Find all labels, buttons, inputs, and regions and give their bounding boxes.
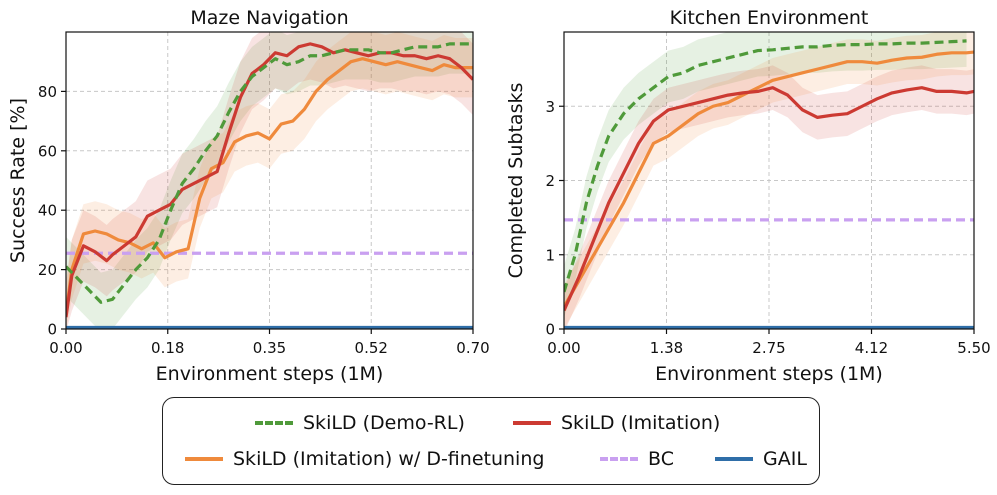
y-tick-label: 0 (47, 321, 57, 339)
chart-title: Kitchen Environment (670, 7, 869, 29)
confidence-band-imitation (66, 32, 473, 329)
series-line-demo_rl (66, 42, 473, 304)
y-tick-label: 40 (38, 202, 57, 220)
legend-item-demo-rl: SkiLD (Demo-RL) (255, 408, 465, 438)
legend-label-demo-rl: SkiLD (Demo-RL) (303, 412, 465, 434)
y-tick-label: 2 (545, 172, 555, 190)
y-axis-label: Completed Subtasks (505, 83, 527, 279)
y-tick-label: 1 (545, 246, 555, 264)
legend-label-imitation-ft: SkiLD (Imitation) w/ D-finetuning (233, 448, 545, 470)
y-tick-label: 60 (38, 142, 57, 160)
legend-swatch-imitation (513, 421, 551, 425)
legend-swatch-demo-rl (255, 421, 293, 425)
legend-label-gail: GAIL (763, 448, 807, 470)
y-axis-label: Success Rate [%] (7, 98, 29, 263)
legend: SkiLD (Demo-RL) SkiLD (Imitation) SkiLD … (162, 397, 820, 485)
x-tick-label: 0.00 (49, 339, 82, 357)
legend-swatch-imitation-ft (185, 457, 223, 461)
plot-area (66, 32, 473, 329)
chart-title: Maze Navigation (190, 7, 348, 29)
legend-item-imitation-ft: SkiLD (Imitation) w/ D-finetuning (185, 444, 544, 474)
y-tick-label: 3 (545, 98, 555, 116)
chart-panel-2: 0.00 1.38 2.75 4.12 5.50 0 1 2 3 Kitchen Environm… (505, 7, 991, 385)
x-tick-label: 2.75 (752, 339, 785, 357)
legend-item-bc: BC (600, 444, 674, 474)
series-line-imitation (66, 42, 473, 318)
x-tick-label: 0.00 (547, 339, 580, 357)
legend-label-imitation: SkiLD (Imitation) (561, 412, 721, 434)
legend-item-gail: GAIL (715, 444, 807, 474)
confidence-band-demo_rl (564, 32, 967, 318)
x-axis-label: Environment steps (1M) (156, 363, 384, 385)
x-tick-label: 0.18 (151, 339, 184, 357)
legend-label-bc: BC (648, 448, 674, 470)
x-tick-label: 4.12 (855, 339, 888, 357)
legend-swatch-gail (715, 457, 753, 461)
series-line-imitation_ft (564, 50, 974, 308)
x-tick-label: 0.35 (253, 339, 286, 357)
confidence-band-imitation_ft (564, 32, 974, 329)
chart-panel-1: 0.00 0.18 0.35 0.52 0.70 0 20 40 60 80 Maze Naviga… (7, 7, 490, 385)
x-axis-label: Environment steps (1M) (655, 363, 883, 385)
series-line-demo_rl (564, 39, 967, 293)
series-line-imitation (564, 86, 974, 312)
y-tick-label: 80 (38, 83, 57, 101)
confidence-band-imitation (564, 65, 974, 329)
x-tick-label: 0.52 (355, 339, 388, 357)
x-tick-label: 0.70 (456, 339, 489, 357)
x-tick-label: 5.50 (957, 339, 990, 357)
x-tick-label: 1.38 (650, 339, 683, 357)
legend-item-imitation: SkiLD (Imitation) (513, 408, 720, 438)
y-tick-label: 20 (38, 261, 57, 279)
legend-swatch-bc (600, 457, 638, 461)
y-tick-label: 0 (545, 321, 555, 339)
plot-area (564, 32, 974, 329)
